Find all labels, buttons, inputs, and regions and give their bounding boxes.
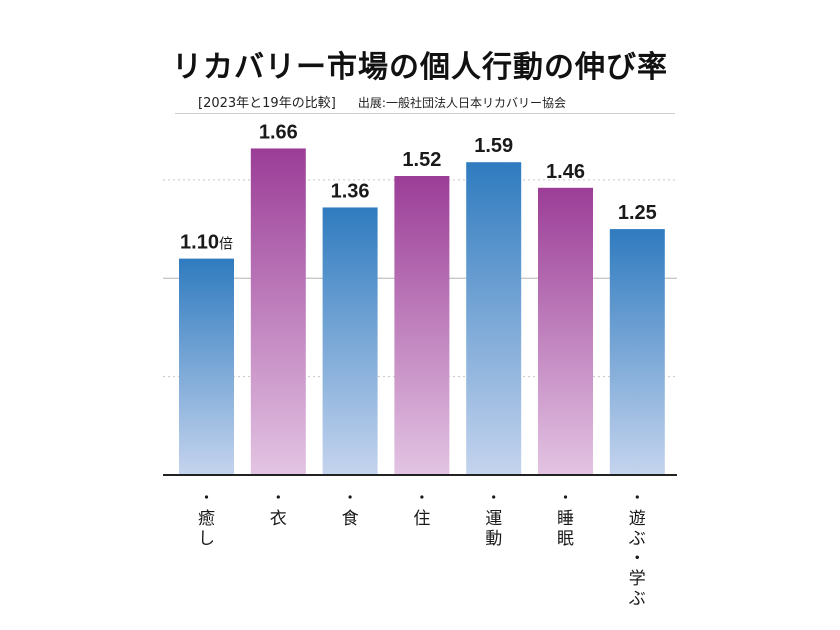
bar-2	[322, 207, 378, 475]
category-label-char: 運	[485, 509, 502, 529]
category-label-char: 睡	[557, 509, 574, 529]
category-label-char: 動	[485, 529, 502, 549]
category-dot	[420, 495, 424, 499]
bars	[179, 148, 665, 476]
header-divider	[175, 113, 675, 114]
comparison-note: [2023年と19年の比較]	[198, 96, 336, 111]
value-label: 1.52	[402, 149, 441, 171]
category-label-char: 衣	[270, 509, 287, 529]
value-label: 1.46	[546, 161, 585, 183]
value-unit: 倍	[219, 236, 233, 252]
bar-5	[538, 187, 593, 476]
category-label-char: 癒	[198, 509, 215, 529]
category-label-char: ・	[629, 549, 646, 569]
category-labels: 癒し衣食住運動睡眠遊ぶ・学ぶ	[198, 495, 646, 609]
bar-0	[179, 258, 234, 475]
category-label-char: ぶ	[629, 529, 646, 549]
value-label: 1.66	[259, 121, 298, 143]
source-note: 出展:一般社団法人日本リカバリー協会	[357, 96, 566, 110]
category-dot	[635, 495, 639, 499]
category-label-char: 学	[629, 569, 646, 589]
category-dot	[348, 495, 352, 499]
category-label-char: 遊	[629, 509, 646, 529]
category-label-char: ぶ	[629, 589, 646, 609]
value-label: 1.36	[331, 180, 370, 202]
category-label-char: 住	[413, 509, 430, 529]
bar-4	[466, 162, 522, 475]
category-label-char: し	[198, 529, 215, 549]
category-dot	[204, 495, 209, 499]
category-label-char: 眠	[557, 529, 574, 549]
category-dot	[563, 495, 568, 499]
bar-6	[609, 229, 665, 475]
value-label: 1.25	[618, 202, 657, 224]
bar-3	[394, 175, 450, 475]
chart-title: リカバリー市場の個人行動の伸び率	[172, 50, 668, 85]
value-labels: 1.10倍 1.66 1.36 1.52 1.59 1.46 1.25	[180, 121, 657, 253]
value-label: 1.59	[474, 135, 513, 157]
bar-1	[250, 148, 306, 475]
category-dot	[492, 495, 496, 499]
category-dot	[276, 495, 280, 499]
value-label: 1.10倍	[180, 232, 233, 254]
category-label-char: 食	[342, 509, 359, 529]
subtitle-row: [2023年と19年の比較] 出展:一般社団法人日本リカバリー協会	[198, 92, 584, 111]
